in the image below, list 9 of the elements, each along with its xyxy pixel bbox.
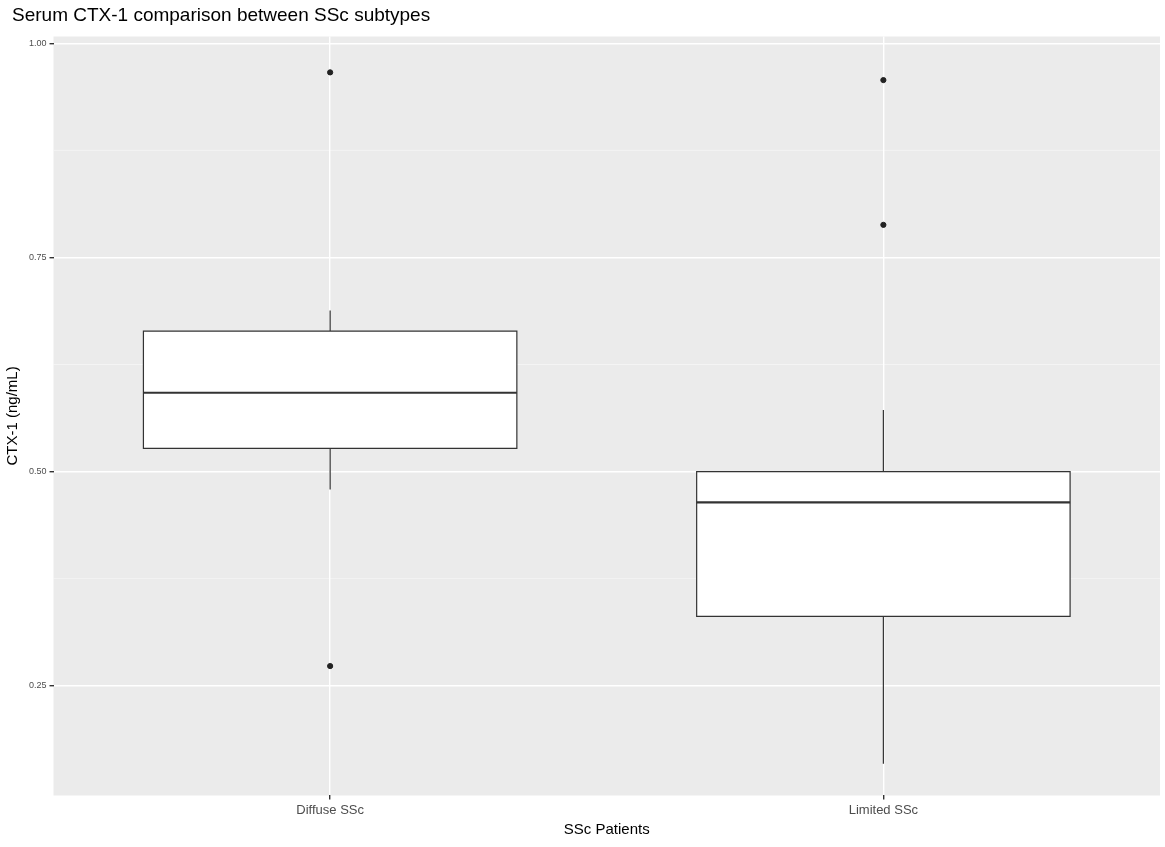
y-tick-label: 0.75 xyxy=(28,251,47,262)
x-tick-label: Diffuse SSc xyxy=(296,801,365,817)
y-tick-label: 0.25 xyxy=(28,680,47,691)
chart-title: Serum CTX-1 comparison between SSc subtypes xyxy=(12,4,431,26)
x-tick-label: Limited SSc xyxy=(848,801,919,817)
y-tick-label: 0.50 xyxy=(28,466,47,477)
y-axis-title: CTX-1 (ng/mL) xyxy=(3,366,21,466)
x-axis-title: SSc Patients xyxy=(563,820,650,838)
y-tick-label: 1.00 xyxy=(28,37,47,48)
